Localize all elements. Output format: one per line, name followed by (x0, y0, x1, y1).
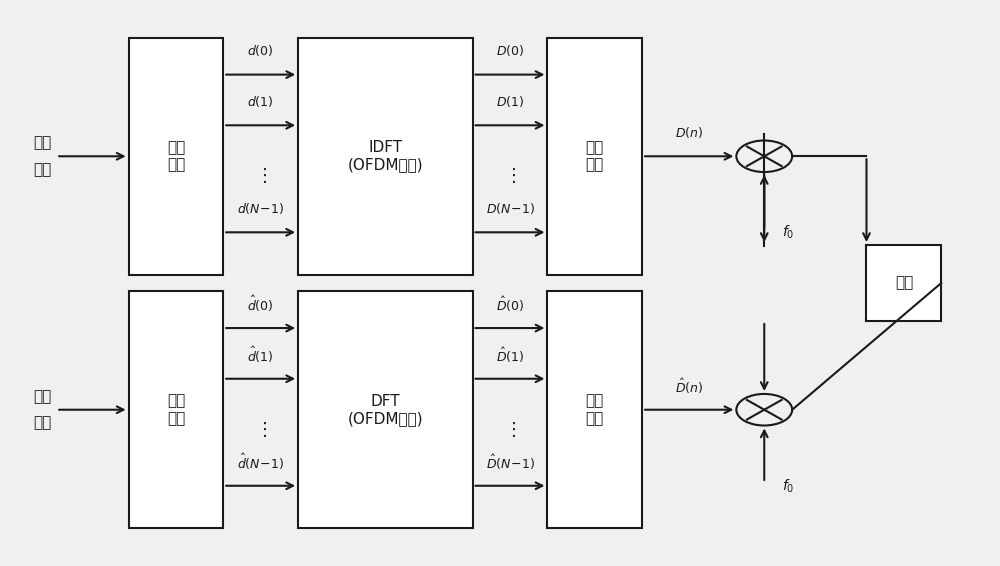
Text: 串并
变换: 串并 变换 (586, 393, 604, 426)
Text: $\vdots$: $\vdots$ (504, 420, 516, 439)
Text: $d(1)$: $d(1)$ (247, 94, 274, 109)
Text: 符号: 符号 (33, 415, 51, 430)
Text: DFT
(OFDM解调): DFT (OFDM解调) (348, 393, 423, 426)
Bar (866, 245, 941, 321)
Text: $f_0$: $f_0$ (782, 477, 795, 495)
Text: $D(1)$: $D(1)$ (496, 94, 524, 109)
Text: $\hat{D}(1)$: $\hat{D}(1)$ (496, 346, 524, 365)
Text: 符号: 符号 (33, 162, 51, 177)
Bar (547, 291, 642, 528)
Text: $D(n)$: $D(n)$ (675, 125, 703, 140)
Text: IDFT
(OFDM调制): IDFT (OFDM调制) (348, 140, 423, 173)
Text: $d(0)$: $d(0)$ (247, 44, 274, 58)
Text: $f_0$: $f_0$ (782, 224, 795, 241)
Text: $d(N\!-\!1)$: $d(N\!-\!1)$ (237, 201, 284, 216)
Bar (547, 38, 642, 275)
Text: $\vdots$: $\vdots$ (255, 166, 267, 186)
Text: 输入: 输入 (33, 136, 51, 151)
Text: $\hat{d}(0)$: $\hat{d}(0)$ (247, 294, 274, 315)
Text: $\hat{d}(1)$: $\hat{d}(1)$ (247, 345, 274, 365)
Bar (298, 38, 473, 275)
Bar (129, 38, 223, 275)
Bar (298, 291, 473, 528)
Text: 并串
变换: 并串 变换 (167, 393, 185, 426)
Text: 串并
变换: 串并 变换 (167, 140, 185, 173)
Text: $\hat{d}(N\!-\!1)$: $\hat{d}(N\!-\!1)$ (237, 452, 284, 472)
Text: 并串
变换: 并串 变换 (586, 140, 604, 173)
Text: $\hat{D}(n)$: $\hat{D}(n)$ (675, 376, 703, 396)
Text: $D(0)$: $D(0)$ (496, 44, 524, 58)
Text: 信道: 信道 (895, 276, 913, 290)
Text: $\vdots$: $\vdots$ (504, 166, 516, 186)
Bar (129, 291, 223, 528)
Text: $\vdots$: $\vdots$ (255, 420, 267, 439)
Text: $\hat{D}(N\!-\!1)$: $\hat{D}(N\!-\!1)$ (486, 453, 534, 471)
Text: 输出: 输出 (33, 389, 51, 404)
Text: $D(N\!-\!1)$: $D(N\!-\!1)$ (486, 201, 534, 216)
Text: $\hat{D}(0)$: $\hat{D}(0)$ (496, 295, 524, 314)
